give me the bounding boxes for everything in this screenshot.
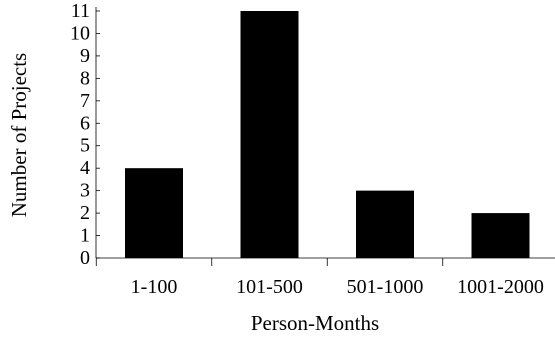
x-axis-title: Person-Months: [251, 311, 379, 335]
y-tick-label: 3: [80, 180, 90, 202]
bar-101-500: [240, 11, 299, 258]
x-tick-label: 501-1000: [347, 276, 424, 298]
y-tick-label: 9: [80, 45, 90, 67]
bars-group: [125, 11, 530, 258]
y-axis-title: Number of Projects: [7, 53, 31, 217]
x-axis: 1-100 101-500 501-1000 1001-2000: [95, 254, 555, 298]
y-tick-label: 0: [80, 247, 90, 269]
x-tick-label: 1-100: [131, 276, 178, 298]
bar-1-100: [125, 168, 183, 258]
bar-501-1000: [356, 190, 414, 258]
y-tick-label: 7: [80, 90, 90, 112]
x-tick-label: 101-500: [236, 276, 303, 298]
y-tick-label: 4: [80, 157, 90, 179]
y-tick-label: 2: [80, 202, 90, 224]
bar-1001-2000: [471, 213, 530, 258]
x-tick-label: 1001-2000: [457, 276, 544, 298]
y-tick-label: 5: [80, 135, 90, 157]
y-tick-label: 11: [71, 0, 90, 22]
y-tick-label: 8: [80, 67, 90, 89]
y-tick-label: 10: [70, 22, 90, 44]
y-tick-label: 6: [80, 112, 90, 134]
y-tick-label: 1: [80, 225, 90, 247]
